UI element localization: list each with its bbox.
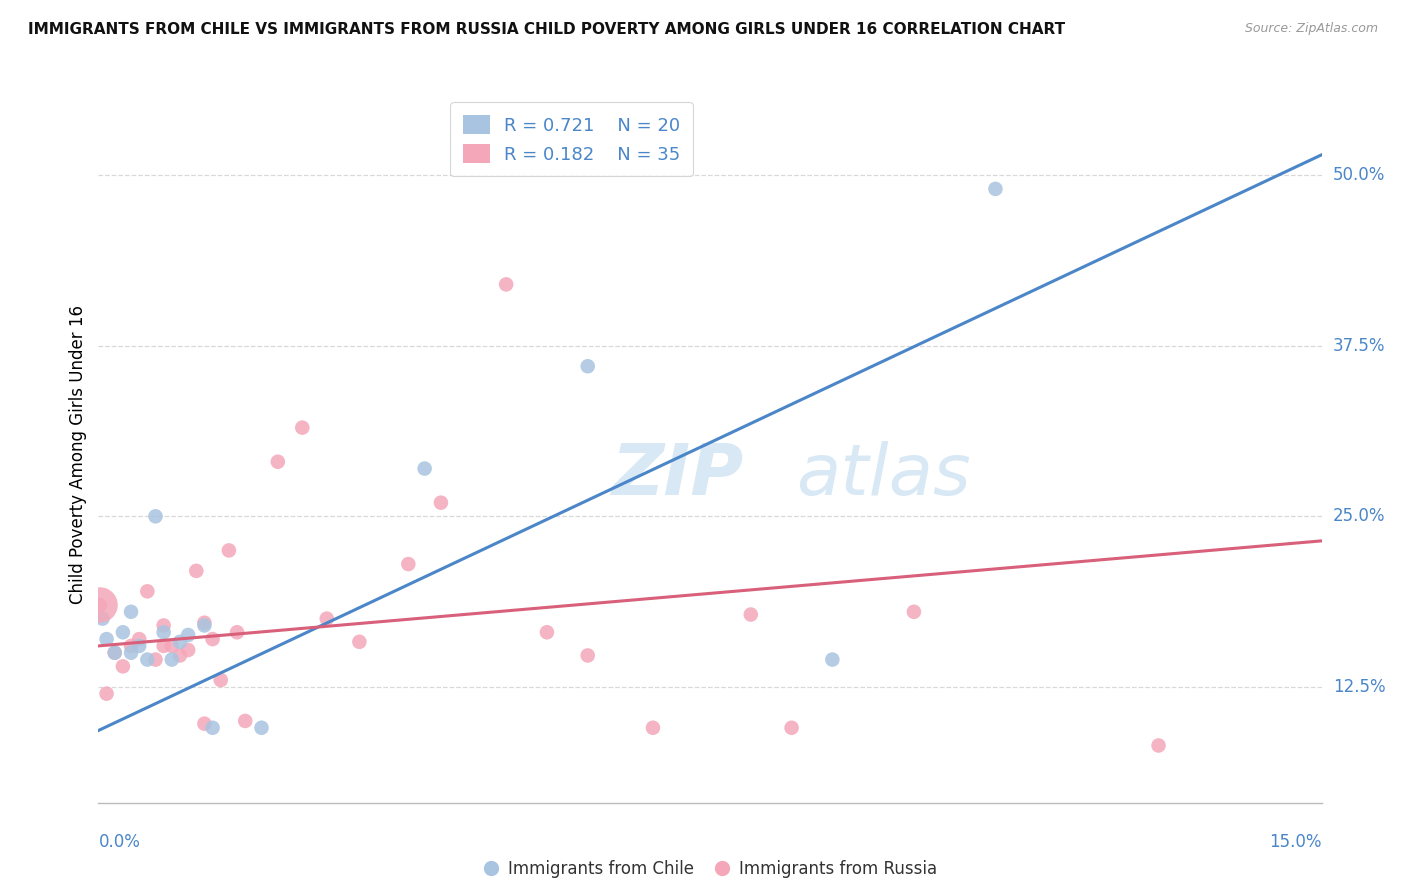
Point [128, 632, 150, 646]
Text: 0.0%: 0.0% [98, 833, 141, 851]
Point [193, 618, 215, 632]
Point [233, 714, 256, 728]
Text: 12.5%: 12.5% [1333, 678, 1385, 696]
Text: IMMIGRANTS FROM CHILE VS IMMIGRANTS FROM RUSSIA CHILD POVERTY AMONG GIRLS UNDER : IMMIGRANTS FROM CHILE VS IMMIGRANTS FROM… [28, 22, 1066, 37]
Text: 50.0%: 50.0% [1333, 166, 1385, 185]
Point [104, 646, 127, 660]
Point [250, 721, 273, 735]
Point [96, 632, 118, 646]
Point [641, 721, 664, 735]
Point [740, 607, 762, 622]
Point [177, 643, 200, 657]
Point [120, 639, 142, 653]
Text: ZIP: ZIP [612, 442, 744, 510]
Point [193, 716, 215, 731]
Point [104, 646, 127, 660]
Point [145, 652, 167, 666]
Point [136, 652, 159, 666]
Point [495, 277, 517, 292]
Point [120, 605, 142, 619]
Point [169, 635, 191, 649]
Point [201, 632, 224, 646]
Point [152, 618, 174, 632]
Point [177, 628, 200, 642]
Point [349, 635, 371, 649]
Point [1147, 739, 1170, 753]
Point [128, 639, 150, 653]
Point [984, 182, 1007, 196]
Point [169, 648, 191, 663]
Text: 37.5%: 37.5% [1333, 337, 1385, 355]
Point [193, 615, 215, 630]
Point [821, 652, 844, 666]
Point [903, 605, 925, 619]
Point [226, 625, 249, 640]
Point [209, 673, 232, 687]
Point [780, 721, 803, 735]
Point [111, 625, 134, 640]
Text: atlas: atlas [796, 442, 970, 510]
Point [120, 646, 142, 660]
Point [152, 625, 174, 640]
Point [111, 659, 134, 673]
Point [96, 687, 118, 701]
Point [91, 612, 114, 626]
Point [136, 584, 159, 599]
Point [315, 612, 337, 626]
Point [396, 557, 419, 571]
Point [291, 420, 314, 434]
Point [186, 564, 208, 578]
Point [145, 509, 167, 524]
Point [430, 496, 453, 510]
Point [267, 455, 290, 469]
Text: 15.0%: 15.0% [1270, 833, 1322, 851]
Text: Source: ZipAtlas.com: Source: ZipAtlas.com [1244, 22, 1378, 36]
Point [160, 639, 183, 653]
Legend: Immigrants from Chile, Immigrants from Russia: Immigrants from Chile, Immigrants from R… [477, 854, 943, 885]
Y-axis label: Child Poverty Among Girls Under 16: Child Poverty Among Girls Under 16 [69, 305, 87, 605]
Point [576, 359, 599, 374]
Point [218, 543, 240, 558]
Point [413, 461, 436, 475]
Point [160, 652, 183, 666]
Point [536, 625, 558, 640]
Point [89, 598, 111, 612]
Point [89, 598, 111, 612]
Text: 25.0%: 25.0% [1333, 508, 1385, 525]
Point [576, 648, 599, 663]
Point [152, 639, 174, 653]
Point [201, 721, 224, 735]
